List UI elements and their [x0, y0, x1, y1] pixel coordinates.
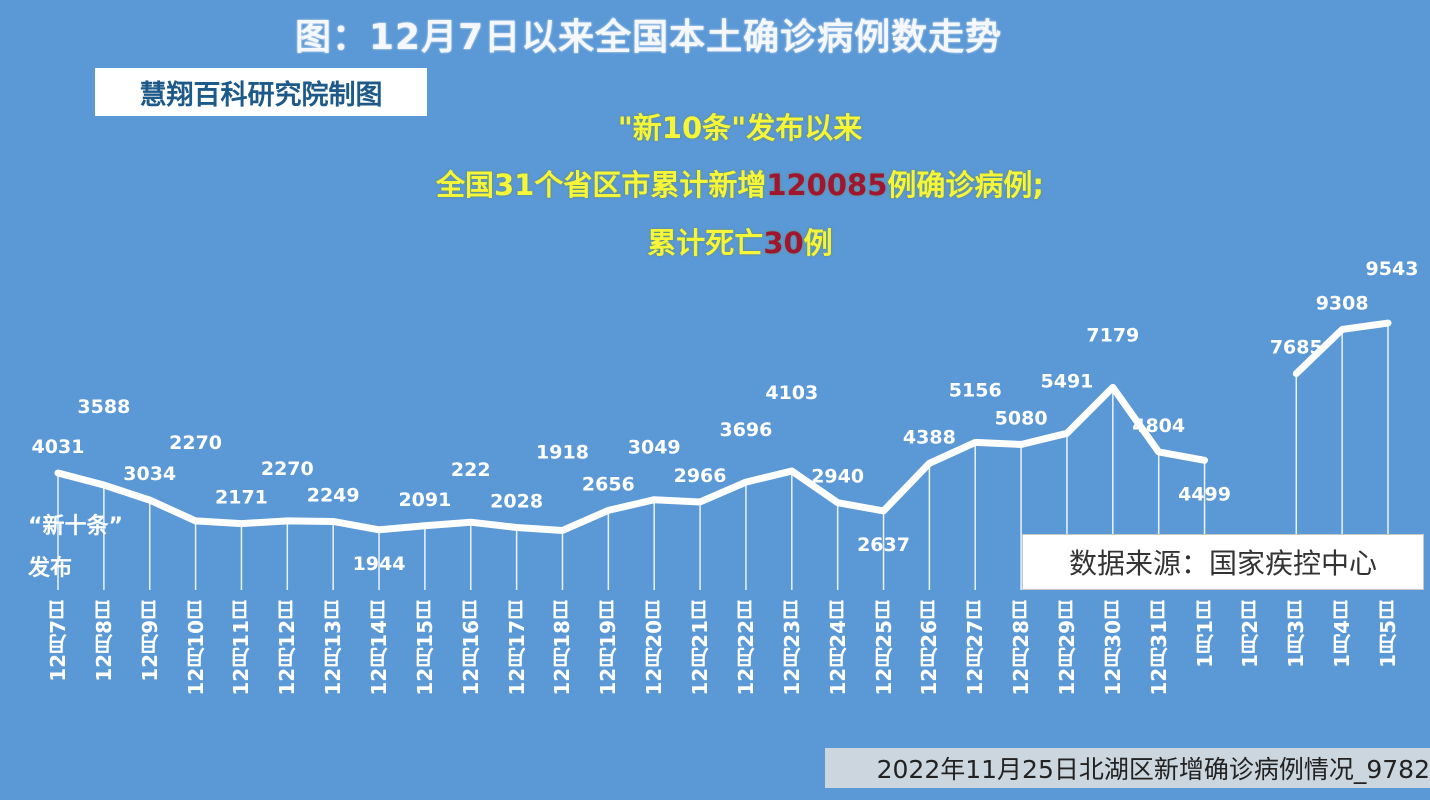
- series-line: [54, 383, 1209, 534]
- data-label: 2940: [811, 466, 864, 488]
- x-tick-label: 12月14日: [367, 600, 392, 696]
- watermark-banner: 2022年11月25日北湖区新增确诊病例情况_9782: [825, 748, 1430, 788]
- data-label: 2171: [215, 487, 268, 509]
- total-deaths: 30: [763, 226, 804, 260]
- x-tick-label: 12月26日: [917, 600, 942, 696]
- x-tick-label: 12月11日: [229, 600, 254, 696]
- summary-line3: 累计死亡30例: [300, 220, 1180, 262]
- x-tick-label: 1月2日: [1238, 600, 1263, 668]
- data-label: 3588: [77, 396, 130, 418]
- data-label: 2270: [261, 458, 314, 480]
- summary-line1: "新10条"发布以来: [617, 111, 863, 145]
- data-label: 2656: [582, 473, 635, 495]
- x-tick-label: 12月19日: [596, 600, 621, 696]
- data-label: 1918: [536, 441, 589, 463]
- data-label: 5156: [949, 379, 1002, 401]
- x-tick-label: 12月9日: [137, 600, 162, 682]
- total-cases: 120085: [766, 168, 888, 202]
- x-tick-label: 12月17日: [504, 600, 529, 696]
- source-box: 数据来源：国家疾控中心: [1022, 534, 1424, 590]
- data-label: 9308: [1316, 292, 1369, 314]
- x-tick-label: 12月21日: [688, 600, 713, 696]
- x-tick-label: 12月24日: [825, 600, 850, 696]
- x-tick-label: 12月31日: [1146, 600, 1171, 696]
- chart-title: 图：12月7日以来全国本土确诊病例数走势: [295, 17, 1003, 58]
- x-tick-label: 1月4日: [1330, 600, 1355, 668]
- x-tick-label: 12月12日: [275, 600, 300, 696]
- x-tick-label: 1月1日: [1192, 600, 1217, 668]
- x-tick-label: 12月28日: [1009, 600, 1034, 696]
- data-label: 7179: [1086, 324, 1139, 346]
- x-tick-label: 12月15日: [412, 600, 437, 696]
- data-label: 7685: [1270, 337, 1323, 359]
- data-label: 5080: [995, 407, 1048, 429]
- data-label: 2637: [857, 534, 910, 556]
- data-label: 4031: [32, 436, 85, 458]
- data-label: 9543: [1366, 258, 1419, 280]
- annotation-line1: “新十条”: [28, 514, 123, 539]
- x-tick-label: 12月10日: [183, 600, 208, 696]
- x-tick-label: 12月8日: [91, 600, 116, 682]
- data-label: 3034: [123, 463, 176, 485]
- data-label: 4103: [765, 382, 818, 404]
- data-label: 5491: [1041, 370, 1094, 392]
- x-tick-label: 12月18日: [550, 600, 575, 696]
- data-label: 4388: [903, 426, 956, 448]
- x-tick-label: 12月22日: [733, 600, 758, 696]
- summary-line2: 全国31个省区市累计新增120085例确诊病例;: [300, 162, 1180, 204]
- maker-label: 慧翔百科研究院制图: [95, 68, 427, 116]
- data-label: 4499: [1178, 483, 1231, 505]
- summary-line2-post: 例确诊病例;: [887, 168, 1045, 202]
- data-label: 3696: [719, 419, 772, 441]
- data-label: 2966: [674, 465, 727, 487]
- summary-line3-pre: 累计死亡: [647, 226, 764, 260]
- x-tick-label: 1月5日: [1376, 600, 1400, 668]
- data-label: 4804: [1132, 415, 1185, 437]
- x-tick-label: 1月3日: [1284, 600, 1309, 668]
- annotation-line2: 发布: [28, 556, 73, 581]
- data-label: 2249: [307, 484, 360, 506]
- x-tick-label: 12月23日: [779, 600, 804, 696]
- data-label: 2270: [169, 432, 222, 454]
- data-label: 3049: [628, 437, 681, 459]
- x-tick-label: 12月7日: [46, 600, 70, 682]
- x-tick-label: 12月25日: [871, 600, 896, 696]
- data-label: 2091: [398, 489, 451, 511]
- x-tick-label: 12月16日: [458, 600, 483, 696]
- x-tick-label: 12月29日: [1054, 600, 1079, 696]
- data-label: 2028: [490, 490, 543, 512]
- data-label: 1944: [353, 553, 406, 575]
- x-tick-label: 12月13日: [321, 600, 346, 696]
- x-tick-label: 12月20日: [642, 600, 667, 696]
- x-tick-label: 12月27日: [963, 600, 988, 696]
- summary-line2-pre: 全国31个省区市累计新增: [435, 168, 767, 202]
- summary-line3-post: 例: [803, 226, 833, 260]
- series-line: [1292, 319, 1392, 378]
- x-tick-label: 12月30日: [1100, 600, 1125, 696]
- data-label: 222: [451, 459, 491, 481]
